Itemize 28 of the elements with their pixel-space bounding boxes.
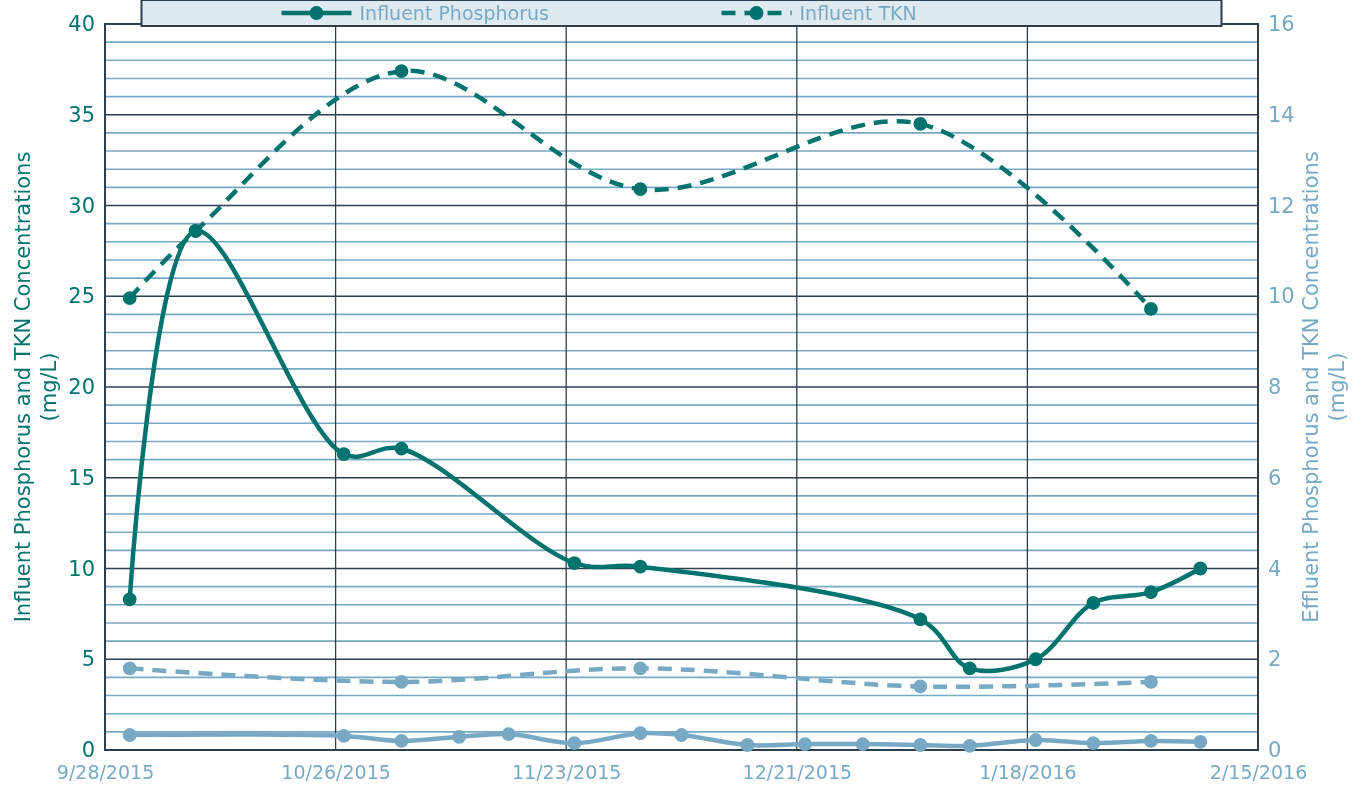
legend-label: Influent TKN xyxy=(799,2,917,24)
y2-tick-label: 6 xyxy=(1268,465,1282,490)
x-tick-label: 10/26/2015 xyxy=(281,761,391,784)
x-tick-label: 12/21/2015 xyxy=(742,761,853,784)
y-tick-label: 30 xyxy=(68,193,95,218)
x-tick-label: 11/23/2015 xyxy=(511,761,622,784)
y2-tick-label: 14 xyxy=(1268,102,1295,127)
y-tick-label: 15 xyxy=(68,465,95,490)
y2-tick-label: 10 xyxy=(1268,284,1295,309)
y-tick-label: 5 xyxy=(81,647,95,672)
y2-tick-label: 2 xyxy=(1268,647,1282,672)
y-tick-label: 35 xyxy=(68,102,95,127)
y2-tick-label: 8 xyxy=(1268,375,1282,400)
y-axis-title: Influent Phosphorus and TKN Concentrations (mg/L) xyxy=(11,151,62,623)
x-tick-label: 2/15/2016 xyxy=(1209,761,1308,784)
y2-tick-label: 0 xyxy=(1268,738,1282,763)
y2-tick-label: 12 xyxy=(1268,193,1295,218)
y2-tick-label: 4 xyxy=(1268,556,1282,581)
y-tick-label: 20 xyxy=(68,375,95,400)
y-tick-label: 10 xyxy=(68,556,95,581)
y2-tick-label: 16 xyxy=(1268,12,1295,37)
x-tick-label: 1/18/2016 xyxy=(979,761,1077,784)
legend-label: Influent Phosphorus xyxy=(359,2,549,24)
y-tick-label: 40 xyxy=(68,12,95,37)
x-tick-label: 9/28/2015 xyxy=(56,761,155,784)
y2-axis-title: Effluent Phosphorus and TKN Concentrations (mg/L) xyxy=(1299,151,1350,623)
y-tick-label: 0 xyxy=(81,738,95,763)
y-tick-label: 25 xyxy=(68,284,95,309)
